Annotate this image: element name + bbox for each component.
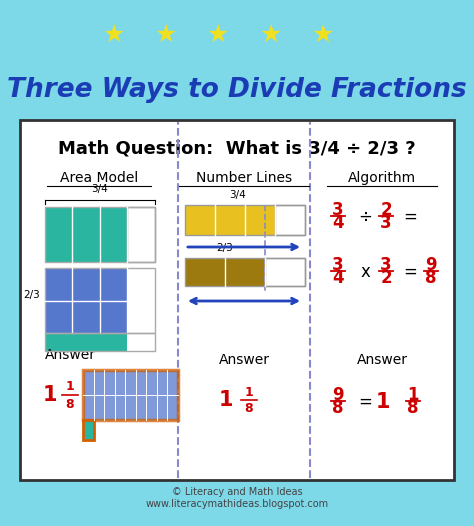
Text: 2: 2 <box>380 201 392 219</box>
Text: Algorithm: Algorithm <box>348 171 416 185</box>
Bar <box>128 207 155 262</box>
Text: ★: ★ <box>207 23 229 47</box>
Text: 3/4: 3/4 <box>91 184 109 194</box>
Bar <box>45 268 128 333</box>
Text: 8: 8 <box>66 398 74 410</box>
Text: =: = <box>358 393 372 411</box>
Text: =: = <box>403 208 417 226</box>
Text: Answer: Answer <box>45 348 96 362</box>
Text: 2/3: 2/3 <box>24 290 40 300</box>
Text: Math Question:  What is 3/4 ÷ 2/3 ?: Math Question: What is 3/4 ÷ 2/3 ? <box>58 139 416 157</box>
Text: 1: 1 <box>245 386 254 399</box>
Text: 1: 1 <box>407 386 419 404</box>
Bar <box>185 205 275 235</box>
Bar <box>45 268 155 333</box>
Text: ★: ★ <box>311 23 334 47</box>
Text: 9: 9 <box>332 386 344 404</box>
Text: Number Lines: Number Lines <box>196 171 292 185</box>
Text: 3: 3 <box>332 201 344 219</box>
Text: 4: 4 <box>332 214 344 232</box>
Bar <box>185 258 305 286</box>
Bar <box>128 268 155 333</box>
Text: 8: 8 <box>332 399 344 417</box>
Text: 8: 8 <box>407 399 419 417</box>
Text: Answer: Answer <box>219 353 270 367</box>
Bar <box>45 207 128 262</box>
Bar <box>275 205 305 235</box>
Text: ★: ★ <box>155 23 177 47</box>
Text: 3: 3 <box>332 256 344 274</box>
Text: =: = <box>403 263 417 281</box>
Bar <box>20 120 454 480</box>
Text: x: x <box>360 263 370 281</box>
Text: 1: 1 <box>376 392 390 412</box>
Text: 4: 4 <box>332 269 344 287</box>
Bar <box>185 205 305 235</box>
Bar <box>45 207 155 262</box>
Text: Answer: Answer <box>356 353 408 367</box>
Bar <box>83 370 178 420</box>
Text: © Literacy and Math Ideas
www.literacymathideas.blogspot.com: © Literacy and Math Ideas www.literacyma… <box>146 487 328 509</box>
Bar <box>83 420 93 440</box>
Text: 2/3: 2/3 <box>217 243 233 253</box>
Bar <box>185 258 265 286</box>
Bar <box>45 333 155 351</box>
Text: 1: 1 <box>219 390 233 410</box>
Text: ★: ★ <box>259 23 282 47</box>
Bar <box>265 258 305 286</box>
Text: 8: 8 <box>245 402 253 416</box>
Text: ★: ★ <box>102 23 125 47</box>
Text: Three Ways to Divide Fractions: Three Ways to Divide Fractions <box>7 77 467 103</box>
Text: ÷: ÷ <box>358 208 372 226</box>
Text: 1: 1 <box>65 380 74 393</box>
Text: Area Model: Area Model <box>60 171 138 185</box>
Text: 2: 2 <box>380 269 392 287</box>
Text: 3/4: 3/4 <box>229 190 246 200</box>
Text: 3: 3 <box>380 214 392 232</box>
Text: 1: 1 <box>43 385 57 405</box>
Text: 9: 9 <box>425 256 437 274</box>
Text: 8: 8 <box>425 269 437 287</box>
Text: 3: 3 <box>380 256 392 274</box>
Bar <box>45 333 128 351</box>
